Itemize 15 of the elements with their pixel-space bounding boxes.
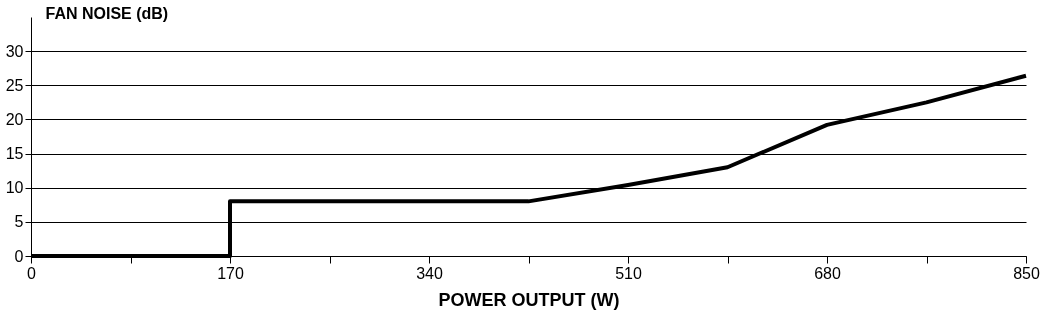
x-tick-label: 680 [814, 264, 841, 282]
y-tick-label: 20 [5, 110, 24, 128]
x-tick-label: 850 [1013, 264, 1040, 282]
y-tick-label: 30 [5, 42, 24, 60]
x-tick-label: 510 [615, 264, 642, 282]
x-tick-label: 340 [416, 264, 443, 282]
x-axis-title: POWER OUTPUT (W) [438, 289, 620, 310]
x-tick-label: 0 [27, 264, 37, 282]
y-tick-label: 0 [14, 247, 24, 265]
x-tick-label: 170 [217, 264, 244, 282]
y-tick-label: 5 [14, 213, 24, 231]
y-tick-label: 25 [5, 76, 24, 94]
y-tick-label: 10 [5, 179, 24, 197]
y-tick-label: 15 [5, 145, 24, 163]
y-axis-title: FAN NOISE (dB) [45, 4, 169, 22]
